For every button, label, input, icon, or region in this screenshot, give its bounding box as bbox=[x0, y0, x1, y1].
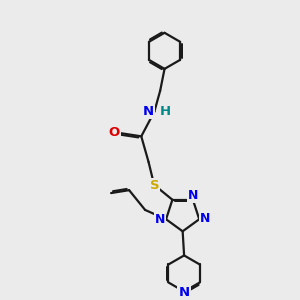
Text: N: N bbox=[155, 213, 165, 226]
Text: N: N bbox=[142, 105, 154, 118]
Text: H: H bbox=[159, 104, 170, 118]
Text: O: O bbox=[109, 126, 120, 139]
Text: N: N bbox=[178, 286, 190, 298]
Text: N: N bbox=[188, 189, 199, 202]
Text: N: N bbox=[200, 212, 210, 225]
Text: S: S bbox=[149, 179, 159, 192]
